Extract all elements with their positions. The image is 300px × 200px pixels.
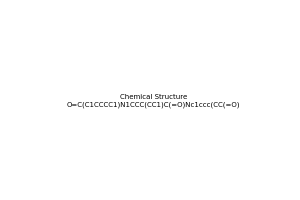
Text: Chemical Structure
O=C(C1CCCC1)N1CCC(CC1)C(=O)Nc1ccc(CC(=O): Chemical Structure O=C(C1CCCC1)N1CCC(CC1…: [67, 94, 241, 108]
